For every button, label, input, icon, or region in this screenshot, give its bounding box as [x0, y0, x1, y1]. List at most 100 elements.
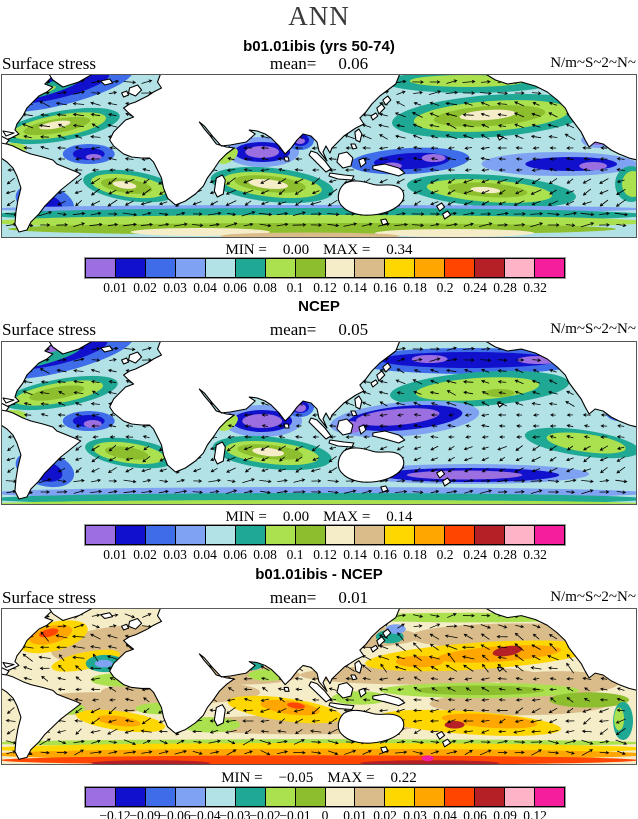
panel1-minmax: MIN = 0.00 MAX = 0.34 [0, 242, 638, 259]
colorbar-cell [204, 258, 236, 278]
field-label: Surface stress [2, 320, 96, 339]
units-label: N/m~S~2~N~ [550, 55, 636, 71]
colorbar-cell [504, 258, 536, 278]
colorbar-tick-label: 0.06 [463, 808, 487, 819]
colorbar-tick-label: 0.08 [253, 547, 277, 562]
mean-value: 0.06 [338, 54, 369, 73]
colorbar-cell [85, 525, 116, 545]
panel1-title: b01.01ibis (yrs 50-74) [243, 38, 395, 55]
min-value: 0.00 [282, 509, 310, 525]
panel1-colorbar [84, 257, 566, 279]
colorbar-tick-label: 0.12 [523, 808, 547, 819]
colorbar-tick-label: −0.04 [189, 808, 221, 819]
colorbar-cell [264, 258, 296, 278]
min-value: 0.00 [282, 242, 310, 258]
colorbar-tick-label: 0.18 [403, 547, 427, 562]
colorbar-cell [414, 525, 446, 545]
units-label: N/m~S~2~N~ [550, 321, 636, 337]
map-model [1, 74, 637, 238]
colorbar-tick-label: 0.04 [433, 808, 457, 819]
field-label: Surface stress [2, 54, 96, 73]
colorbar-cell [294, 787, 326, 807]
colorbar-tick-label: 0.04 [193, 547, 217, 562]
colorbar-tick-label: 0.01 [103, 547, 127, 562]
colorbar-cell [144, 258, 176, 278]
colorbar-tick-label: 0.06 [223, 280, 247, 295]
colorbar-tick-label: 0.09 [493, 808, 517, 819]
field-label: Surface stress [2, 588, 96, 607]
map-difference [1, 608, 637, 765]
colorbar-cell [504, 525, 536, 545]
colorbar-tick-label: 0.16 [373, 280, 397, 295]
colorbar-tick-label: −0.12 [99, 808, 131, 819]
colorbar-tick-label: −0.01 [279, 808, 311, 819]
colorbar-cell [444, 525, 476, 545]
panel2-minmax: MIN = 0.00 MAX = 0.14 [0, 509, 638, 526]
colorbar-tick-label: 0.1 [286, 547, 304, 562]
panel3-colorbar [84, 786, 566, 808]
colorbar-tick-label: 0.24 [463, 547, 487, 562]
colorbar-cell [384, 787, 416, 807]
mean-readout: mean= 0.05 [270, 320, 368, 340]
colorbar-cell [294, 258, 326, 278]
colorbar-tick-label: −0.09 [129, 808, 161, 819]
colorbar-tick-label: 0.14 [343, 280, 367, 295]
colorbar-cell [114, 525, 146, 545]
colorbar-tick-label: 0.16 [373, 547, 397, 562]
colorbar-cell [294, 525, 326, 545]
colorbar-tick-label: 0.04 [193, 280, 217, 295]
colorbar-tick-label: −0.03 [219, 808, 251, 819]
colorbar-cell [414, 258, 446, 278]
colorbar-tick-label: 0.03 [403, 808, 427, 819]
max-value: 0.14 [386, 509, 413, 525]
colorbar-tick-label: −0.02 [249, 808, 281, 819]
colorbar-cell [474, 525, 506, 545]
panel3-colorbar-ticks: −0.12 −0.09 −0.06 −0.04 −0.03 −0.02 −0.01 0 0.01… [85, 808, 565, 819]
max-label: MAX = [323, 242, 371, 258]
mean-label: mean= [269, 320, 317, 339]
figure-title: ANN [288, 1, 350, 31]
colorbar-tick-label: 0.2 [436, 547, 454, 562]
panel2-title: NCEP [298, 298, 340, 315]
panel1-header: Surface stress mean= 0.06 N/m~S~2~N~ [0, 54, 638, 74]
colorbar-cell [444, 787, 476, 807]
min-value: −0.05 [278, 770, 314, 786]
colorbar-cell [174, 787, 206, 807]
mean-value: 0.05 [338, 320, 369, 339]
colorbar-cell [504, 787, 536, 807]
colorbar-tick-label: 0.32 [523, 280, 547, 295]
colorbar-cell [354, 525, 386, 545]
colorbar-cell [234, 258, 266, 278]
colorbar-tick-label: 0.28 [493, 280, 517, 295]
units-label: N/m~S~2~N~ [550, 589, 636, 605]
colorbar-tick-label: 0.02 [373, 808, 397, 819]
colorbar-cell [534, 258, 565, 278]
colorbar-tick-label: −0.06 [159, 808, 191, 819]
colorbar-cell [114, 787, 146, 807]
colorbar-tick-label: 0.18 [403, 280, 427, 295]
panel2-colorbar-ticks: 0.01 0.02 0.03 0.04 0.06 0.08 0.1 0.12 0.14 0.16 0… [85, 547, 565, 562]
mean-label: mean= [269, 588, 317, 607]
colorbar-cell [204, 787, 236, 807]
colorbar-tick-label: 0.2 [436, 280, 454, 295]
colorbar-tick-label: 0.01 [343, 808, 367, 819]
colorbar-cell [384, 525, 416, 545]
mean-label: mean= [269, 54, 317, 73]
colorbar-tick-label: 0.03 [163, 280, 187, 295]
colorbar-tick-label: 0.28 [493, 547, 517, 562]
colorbar-cell [85, 787, 116, 807]
colorbar-tick-label: 0.1 [286, 280, 304, 295]
colorbar-cell [354, 787, 386, 807]
colorbar-tick-label: 0.01 [103, 280, 127, 295]
map-ncep [1, 341, 637, 505]
colorbar-cell [234, 787, 266, 807]
colorbar-cell [204, 525, 236, 545]
colorbar-cell [174, 525, 206, 545]
mean-readout: mean= 0.06 [270, 54, 368, 74]
colorbar-cell [264, 525, 296, 545]
max-label: MAX = [327, 770, 375, 786]
panel2-colorbar [84, 524, 566, 546]
colorbar-cell [174, 258, 206, 278]
panel1-colorbar-ticks: 0.01 0.02 0.03 0.04 0.06 0.08 0.1 0.12 0.14 0.16 0… [85, 280, 565, 295]
